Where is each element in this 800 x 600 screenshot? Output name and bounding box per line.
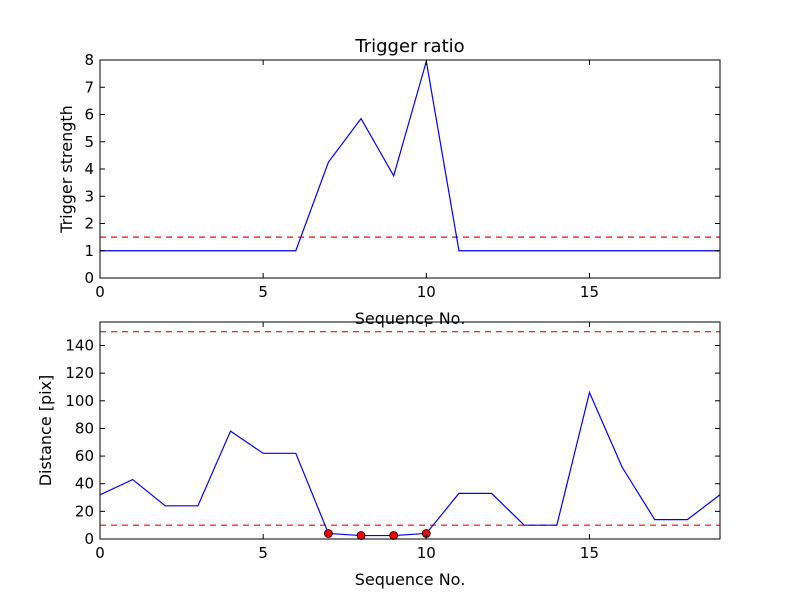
- distance-plot-area: [99, 331, 721, 540]
- y-tick-label: 60: [75, 447, 94, 465]
- x-tick-label: 10: [417, 544, 436, 562]
- y-tick-label: 0: [84, 269, 94, 287]
- y-tick-label: 3: [84, 187, 94, 205]
- trigger-ratio-ticks: 0 5 10 15 0 1 2 3 4 5 6 7 8: [84, 51, 720, 301]
- y-tick-label: 1: [84, 242, 94, 260]
- trigger-ratio-plot-area: [100, 61, 720, 252]
- y-tick-label: 7: [84, 78, 94, 96]
- y-tick-label: 6: [84, 106, 94, 124]
- series-line: [99, 390, 721, 537]
- distance-ticks: 0 5 10 15 0 20 40 60 80 100 120 140: [65, 322, 720, 562]
- data-point-marker: [324, 529, 333, 538]
- x-tick-label: 5: [258, 283, 268, 301]
- y-tick-label: 120: [65, 364, 94, 382]
- y-tick-label: 4: [84, 160, 94, 178]
- chart-title: Trigger ratio: [354, 36, 464, 57]
- y-tick-label: 5: [84, 133, 94, 151]
- y-axis-label: Trigger strength: [57, 105, 76, 234]
- x-tick-label: 0: [95, 544, 105, 562]
- x-tick-label: 15: [580, 544, 599, 562]
- x-axis-label: Sequence No.: [355, 570, 466, 589]
- y-tick-label: 100: [65, 392, 94, 410]
- y-axis-label: Distance [pix]: [36, 375, 55, 487]
- y-tick-label: 0: [84, 530, 94, 548]
- y-tick-label: 8: [84, 51, 94, 69]
- x-tick-label: 15: [580, 283, 599, 301]
- data-point-marker: [389, 531, 399, 540]
- data-point-marker: [356, 531, 366, 540]
- distance-subplot: 0 5 10 15 0 20 40 60 80 100 120 140 Sequence No. Di…: [36, 321, 721, 589]
- y-tick-label: 140: [65, 336, 94, 354]
- y-tick-label: 40: [75, 475, 94, 493]
- distance-axes-frame: [99, 321, 721, 540]
- y-tick-label: 20: [75, 502, 94, 520]
- trigger-ratio-subplot: 0 5 10 15 0 1 2 3 4 5 6 7 8 Trigger ratio Sequence N…: [57, 36, 721, 328]
- x-tick-label: 10: [417, 283, 436, 301]
- series-line: [100, 61, 720, 252]
- x-tick-label: 5: [258, 544, 268, 562]
- y-tick-label: 2: [84, 215, 94, 233]
- y-tick-label: 80: [75, 419, 94, 437]
- x-tick-label: 0: [95, 283, 105, 301]
- x-axis-label: Sequence No.: [355, 309, 466, 328]
